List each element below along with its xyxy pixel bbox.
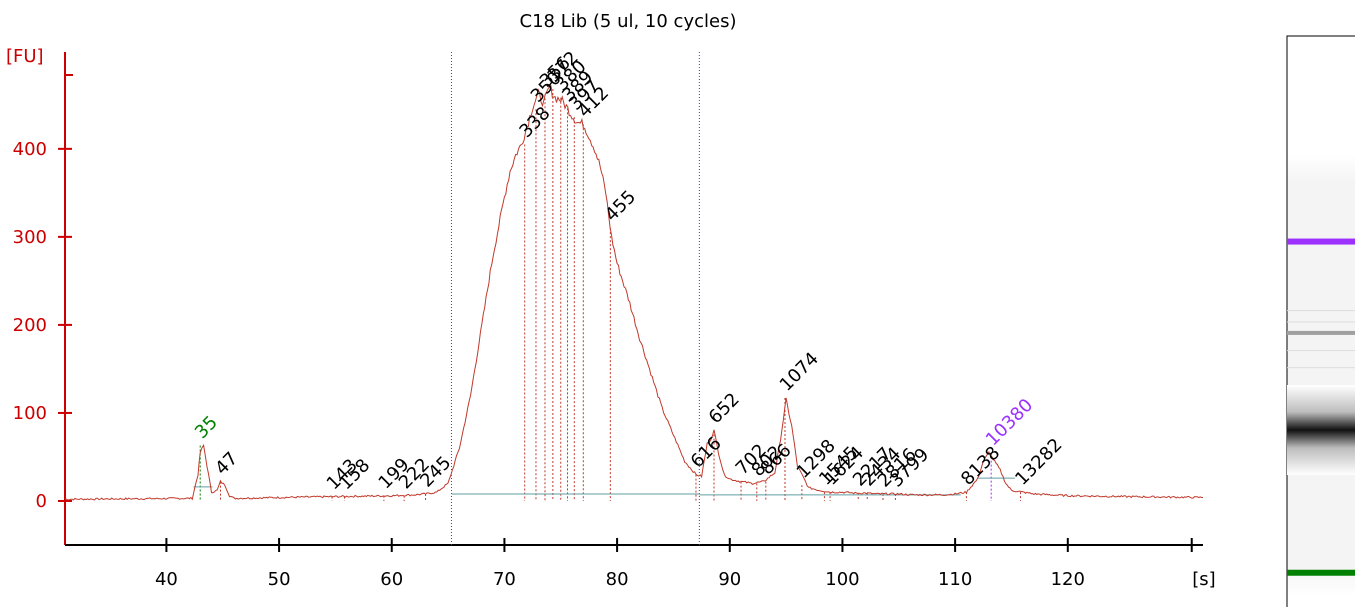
axes: 0 100 200 300 400 40 50 60 70 80 90 100 110 120 xyxy=(13,52,1203,590)
gel-faint-band xyxy=(1287,350,1355,352)
chart-title: C18 Lib (5 ul, 10 cycles) xyxy=(520,11,737,32)
y-tick-label: 100 xyxy=(13,403,47,424)
x-tick-label: 60 xyxy=(380,569,403,590)
peak-label: 1074 xyxy=(776,348,823,395)
y-tick-label: 300 xyxy=(13,227,47,248)
y-axis-label: [FU] xyxy=(6,46,44,67)
peak-label: 47 xyxy=(211,448,242,479)
peak-label: 616 xyxy=(687,433,726,472)
peak-droplines xyxy=(199,88,1021,501)
gel-smear-band xyxy=(1287,384,1355,475)
peak-label: 652 xyxy=(705,389,744,428)
peak-label: 13282 xyxy=(1011,434,1066,489)
x-tick-label: 80 xyxy=(606,569,629,590)
x-tick-label: 120 xyxy=(1051,569,1085,590)
gel-band xyxy=(1287,238,1355,245)
gel-lane xyxy=(1286,35,1355,607)
gel-band xyxy=(1287,569,1355,576)
x-tick-label: 40 xyxy=(155,569,178,590)
y-tick-label: 400 xyxy=(13,139,47,160)
x-axis-label: [s] xyxy=(1192,569,1215,590)
y-tick-label: 200 xyxy=(13,315,47,336)
x-tick-label: 100 xyxy=(825,569,859,590)
peak-label: 35 xyxy=(191,412,222,443)
x-tick-label: 70 xyxy=(493,569,516,590)
region-bounds xyxy=(450,52,700,545)
y-tick-label: 0 xyxy=(36,491,47,512)
peak-label: 10380 xyxy=(982,395,1037,450)
x-tick-label: 90 xyxy=(718,569,741,590)
gel-faint-band xyxy=(1287,321,1355,323)
x-tick-label: 110 xyxy=(938,569,972,590)
x-tick-label: 50 xyxy=(268,569,291,590)
gel-band xyxy=(1287,330,1355,335)
peak-label: 455 xyxy=(601,186,640,225)
gel-faint-band xyxy=(1287,310,1355,312)
fluorescence-trace xyxy=(64,84,1203,501)
peak-label: 338 xyxy=(515,103,554,142)
gel-faint-band xyxy=(1287,367,1355,369)
